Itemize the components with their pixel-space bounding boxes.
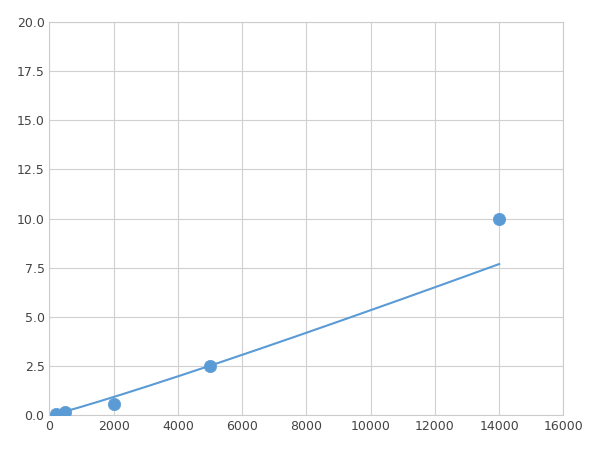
Point <box>61 408 70 415</box>
Point <box>494 215 504 222</box>
Point <box>205 363 215 370</box>
Point <box>109 400 118 407</box>
Point <box>51 410 61 417</box>
